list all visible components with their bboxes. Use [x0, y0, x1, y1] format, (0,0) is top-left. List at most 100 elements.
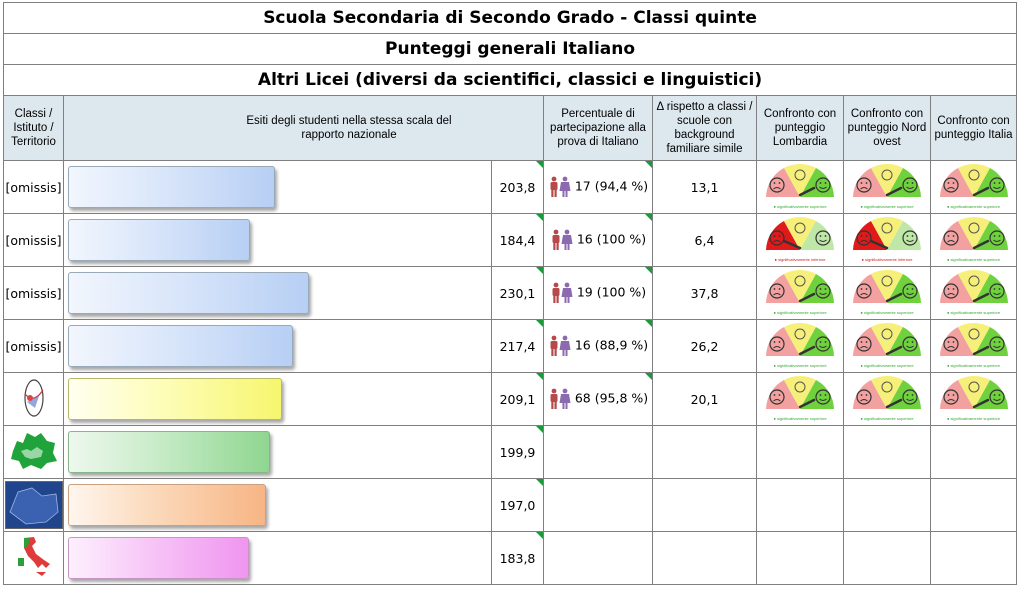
score-bar — [68, 272, 310, 314]
gauge-nordovest — [843, 478, 931, 532]
gauge-superiore-icon — [939, 164, 1008, 197]
gauge-nordovest: ● significativamente superiore — [843, 266, 931, 320]
report-title: Scuola Secondaria di Secondo Grado - Cla… — [2, 2, 1018, 34]
people-icon — [552, 282, 573, 303]
participation-cell — [543, 425, 653, 479]
table-row: 199,9 — [3, 425, 1018, 479]
row-label — [3, 425, 64, 479]
gauge-note: ● significativamente superiore — [946, 204, 1001, 209]
gauge-note: ● significativamente inferiore — [774, 257, 826, 262]
score-bar-cell — [63, 531, 492, 585]
header-italia: Confronto con punteggio Italia — [929, 95, 1018, 161]
gauge-lombardia: ● significativamente superiore — [756, 372, 844, 426]
gauge-lombardia: ● significativamente inferiore — [756, 213, 844, 267]
score-value: 199,9 — [491, 425, 544, 479]
gauge-superiore-icon — [939, 323, 1008, 356]
people-icon — [550, 388, 571, 409]
gauge-note: ● significativamente superiore — [946, 310, 1001, 315]
score-value: 184,4 — [491, 213, 544, 267]
participation-cell: 17 (94,4 %) — [543, 160, 653, 214]
gauge-lombardia: ● significativamente superiore — [756, 160, 844, 214]
participation-value: 16 (88,9 %) — [574, 337, 649, 353]
nord-ovest-map-icon — [9, 487, 58, 525]
gauge-note: ● significativamente superiore — [946, 257, 1001, 262]
score-value: 203,8 — [491, 160, 544, 214]
table-row: [omissis] 217,4 16 (88,9 %) 26,2 ● significa… — [3, 319, 1018, 373]
delta-value: 37,8 — [652, 266, 757, 320]
gauge-lombardia — [756, 478, 844, 532]
score-value: 230,1 — [491, 266, 544, 320]
score-bar — [68, 484, 267, 526]
row-label: [omissis] — [3, 319, 64, 373]
gauge-inferiore-icon — [853, 217, 921, 250]
row-label — [3, 531, 64, 585]
header-nordovest: Confronto con punteggio Nord ovest — [843, 95, 931, 161]
italia-map-icon — [17, 536, 50, 576]
delta-value: 26,2 — [652, 319, 757, 373]
score-bar-cell — [63, 319, 492, 373]
gauge-nordovest: ● significativamente superiore — [843, 372, 931, 426]
gauge-note: ● significativamente superiore — [773, 363, 827, 368]
score-value: 217,4 — [491, 319, 544, 373]
header-classi: Classi / Istituto / Territorio — [3, 95, 64, 161]
score-bar-cell — [63, 160, 492, 214]
table-row: 183,8 — [3, 531, 1018, 585]
gauge-superiore-icon — [853, 323, 921, 356]
score-bar-cell — [63, 372, 492, 426]
gauge-inferiore-icon — [766, 217, 834, 250]
gauge-superiore-icon — [939, 270, 1008, 303]
score-bar-cell — [63, 478, 492, 532]
gauge-note: ● significativamente superiore — [860, 363, 914, 368]
gauge-italia — [929, 425, 1018, 479]
gauge-superiore-icon — [939, 376, 1008, 409]
score-bar — [68, 431, 270, 473]
participation-cell: 16 (100 %) — [543, 213, 653, 267]
participation-cell — [543, 531, 653, 585]
gauge-note: ● significativamente superiore — [946, 363, 1001, 368]
gauge-note: ● significativamente superiore — [860, 416, 914, 421]
score-value: 209,1 — [491, 372, 544, 426]
score-bar — [68, 219, 250, 261]
participation-value: 17 (94,4 %) — [574, 178, 649, 194]
table-row: [omissis] 203,8 17 (94,4 %) 13,1 ● significa… — [3, 160, 1018, 214]
score-bar — [68, 378, 282, 420]
gauge-superiore-icon — [939, 217, 1008, 250]
delta-value: 13,1 — [652, 160, 757, 214]
gauge-note: ● significativamente superiore — [946, 416, 1001, 421]
gauge-italia: ● significativamente superiore — [929, 213, 1018, 267]
people-icon — [552, 229, 573, 250]
row-label — [3, 372, 64, 426]
gauge-note: ● significativamente superiore — [773, 310, 827, 315]
header-lombardia: Confronto con punteggio Lombardia — [756, 95, 844, 161]
header-delta: Δ rispetto a classi / scuole con backgro… — [652, 95, 757, 161]
gauge-lombardia — [756, 425, 844, 479]
gauge-lombardia — [756, 531, 844, 585]
score-bar-cell — [63, 266, 492, 320]
gauge-note: ● significativamente superiore — [860, 310, 914, 315]
participation-value: 68 (95,8 %) — [574, 390, 649, 406]
participation-cell: 19 (100 %) — [543, 266, 653, 320]
row-label — [3, 478, 64, 532]
gauge-superiore-icon — [853, 164, 921, 197]
gauge-nordovest: ● significativamente superiore — [843, 319, 931, 373]
school-logo-icon — [23, 378, 44, 417]
gauge-superiore-icon — [853, 376, 921, 409]
participation-cell: 68 (95,8 %) — [543, 372, 653, 426]
gauge-superiore-icon — [766, 164, 834, 197]
row-label: [omissis] — [3, 266, 64, 320]
gauge-nordovest: ● significativamente inferiore — [843, 213, 931, 267]
table-row: [omissis] 230,1 19 (100 %) 37,8 ● significat… — [3, 266, 1018, 320]
people-icon — [550, 335, 571, 356]
gauge-note: ● significativamente superiore — [860, 204, 914, 209]
header-percentuale: Percentuale di partecipazione alla prova… — [543, 95, 653, 161]
gauge-italia: ● significativamente superiore — [929, 319, 1018, 373]
header-esiti: Esiti degli studenti nella stessa scala … — [63, 95, 544, 161]
gauge-superiore-icon — [766, 270, 834, 303]
table-row: [omissis] 184,4 16 (100 %) 6,4 ● significati… — [3, 213, 1018, 267]
gauge-superiore-icon — [766, 376, 834, 409]
participation-cell — [543, 478, 653, 532]
delta-value — [652, 478, 757, 532]
gauge-lombardia: ● significativamente superiore — [756, 266, 844, 320]
gauge-nordovest — [843, 425, 931, 479]
